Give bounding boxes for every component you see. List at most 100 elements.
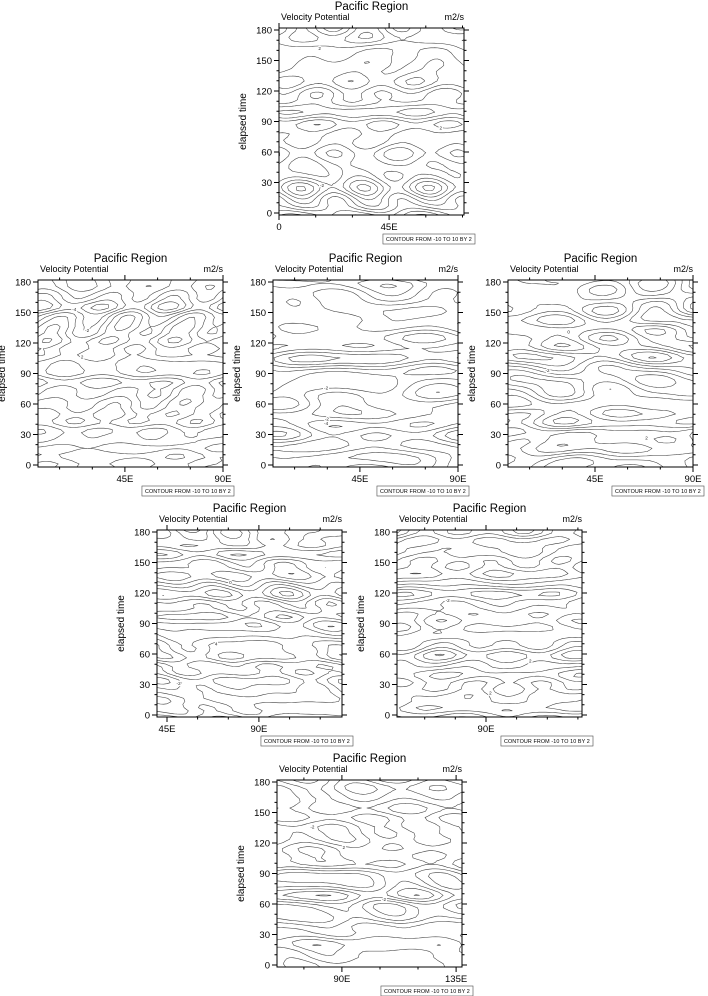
panel-1-ytick-label-90: 90 [261,117,272,128]
panel-4-title: Pacific Region [564,253,638,265]
panel-2-ytick-label-150: 150 [15,308,31,319]
panel-3-ytick-label-90: 90 [255,369,266,380]
panel-2-title: Pacific Region [94,253,168,265]
panel-2-ytick-label-60: 60 [20,399,31,410]
panel-6-title: Pacific Region [453,503,527,515]
panel-5-contour-note: CONTOUR FROM -10 TO 10 BY 2 [264,739,350,745]
panel-3-contour-label: -2 [325,417,330,422]
panel-7-contour-lines [276,779,463,968]
panel-4-ytick-label-180: 180 [485,277,501,288]
panel-1-subtitle: Velocity Potential [281,12,350,22]
panel-5-ytick-label-180: 180 [134,527,150,538]
panel-3-ytick-label-30: 30 [255,430,266,441]
panel-7-contour-label: 2 [343,845,346,850]
panel-6-ytick-label-150: 150 [374,558,390,569]
panel-1-xtick-label-0: 0 [276,222,281,233]
panel-6-contour-label: 2 [489,691,492,696]
panel-3-contour-lines [272,279,459,468]
panel-4-ytick-label-150: 150 [485,308,501,319]
panel-1-contour-lines [278,27,465,216]
panel-7-ytick-label-180: 180 [254,777,270,788]
panel-5-contour-note-box [260,735,354,747]
panel-4-contour-label: 0 [567,329,570,334]
panel-7-contour-label: -2 [310,824,315,829]
panel-2-ytick-label-180: 180 [15,277,31,288]
panel-6-contour-label: 2 [529,659,532,664]
panel-2-contour-label: -4 [72,307,77,312]
panel-2-ytick-label-90: 90 [20,369,31,380]
panel-2-units: m2/s [203,264,223,274]
panel-7-ytick-label-90: 90 [259,869,270,880]
panel-4-units: m2/s [673,264,693,274]
panel-4-ytick-label-90: 90 [490,369,501,380]
panel-1-ytick-label-120: 120 [256,86,272,97]
panel-5-contour-label: 0 [229,580,232,585]
panel-2-xtick-label-0: 45E [116,474,133,485]
panel-7-contour-note: CONTOUR FROM -10 TO 10 BY 2 [384,989,470,995]
panel-5-subtitle: Velocity Potential [159,514,228,524]
panel-2-plot-frame [37,279,224,468]
panel-7-ytick-label-0: 0 [265,960,270,971]
panel-3-ytick-label-120: 120 [250,338,266,349]
panel-1-ytick-label-30: 30 [261,178,272,189]
panel-3-title: Pacific Region [329,253,403,265]
panel-6-ytick-label-60: 60 [379,649,390,660]
panel-2-ytick-label-30: 30 [20,430,31,441]
panel-4-subtitle: Velocity Potential [510,264,579,274]
panel-3-axis-ticks [268,275,463,472]
panel-4-contour-note-box [611,485,705,497]
panel-1-ytick-label-150: 150 [256,56,272,67]
panel-1-contour-note-box [382,233,476,245]
panel-1-ytick-label-60: 60 [261,147,272,158]
panel-7-ytick-label-150: 150 [254,808,270,819]
panel-6-ylabel: elapsed time [356,595,367,652]
panel-5-units: m2/s [322,514,342,524]
panel-3-contour-note-box [376,485,470,497]
panel-4-ytick-label-60: 60 [490,399,501,410]
panel-7-ylabel: elapsed time [236,845,247,902]
panel-1-axis-ticks [274,23,469,220]
panel-7-title: Pacific Region [333,753,407,765]
panel-4-axis-ticks [503,275,698,472]
panel-7-units: m2/s [442,764,462,774]
panel-1-ytick-label-0: 0 [267,208,272,219]
panel-2-ylabel: elapsed time [0,345,8,402]
panel-5-xtick-label-0: 45E [159,724,176,735]
panel-2-ytick-label-120: 120 [15,338,31,349]
panel-3-ytick-label-60: 60 [255,399,266,410]
panel-7-plot-frame [276,779,463,968]
panel-4-contour-lines [507,279,694,468]
panel-1-title: Pacific Region [335,1,409,13]
panel-6-subtitle: Velocity Potential [399,514,468,524]
panel-5-ylabel: elapsed time [116,595,127,652]
panel-5-ytick-label-0: 0 [145,710,150,721]
panel-2-contour-note: CONTOUR FROM -10 TO 10 BY 2 [145,489,231,495]
panel-6-ytick-label-120: 120 [374,588,390,599]
panel-6-contour-label: -2 [446,598,451,603]
panel-6-units: m2/s [562,514,582,524]
panel-1-contour-note: CONTOUR FROM -10 TO 10 BY 2 [386,237,472,243]
panel-7-xtick-label-0: 90E [333,974,350,985]
panel-4-ytick-label-120: 120 [485,338,501,349]
panel-5-contour-label: 4 [215,642,218,647]
panel-6-ytick-label-90: 90 [379,619,390,630]
panel-7-ytick-label-30: 30 [259,930,270,941]
panel-4-ylabel: elapsed time [467,345,478,402]
panel-6-ytick-label-30: 30 [379,680,390,691]
panel-4-contour-label: 2 [645,435,648,440]
panel-1-units: m2/s [444,12,464,22]
panel-3-contour-label: -2 [324,385,329,390]
panel-7-ytick-label-60: 60 [259,899,270,910]
panel-5-title: Pacific Region [213,503,287,515]
panel-7-contour-label: -2 [382,897,387,902]
panel-1-ylabel: elapsed time [238,93,249,150]
panel-3-ytick-label-180: 180 [250,277,266,288]
panel-4-contour-note: CONTOUR FROM -10 TO 10 BY 2 [615,489,701,495]
panel-7-contour-note-box [380,985,474,996]
panel-3-ytick-label-150: 150 [250,308,266,319]
panel-5-ytick-label-90: 90 [139,619,150,630]
